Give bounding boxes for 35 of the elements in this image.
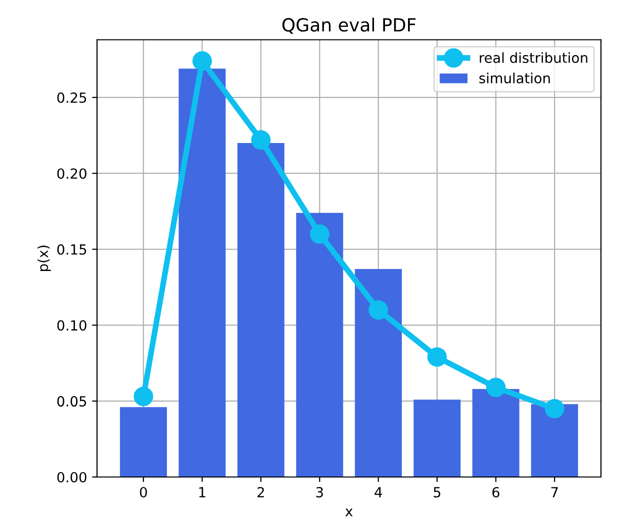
chart-title: QGan eval PDF	[282, 18, 416, 34]
y-tick-label: 0.00	[57, 472, 86, 482]
x-tick-label: 3	[316, 486, 323, 498]
x-tick-label: 0	[140, 486, 147, 498]
point	[427, 347, 447, 367]
point	[134, 386, 154, 406]
bar	[178, 68, 226, 477]
bar	[354, 269, 402, 477]
bar	[237, 142, 284, 477]
point	[544, 398, 564, 418]
y-tick-label: 0.05	[57, 396, 86, 407]
bar	[414, 400, 461, 477]
x-tick-label: 1	[199, 487, 206, 498]
point	[192, 51, 212, 71]
point	[251, 130, 271, 150]
x-tick-label: 6	[492, 486, 500, 498]
x-tick-label: 5	[434, 487, 440, 498]
legend-label: simulation	[479, 72, 550, 84]
bar	[531, 404, 578, 477]
bar	[120, 407, 167, 477]
y-tick-label: 0.20	[57, 168, 86, 179]
point	[310, 224, 330, 244]
bar	[472, 388, 520, 477]
x-tick-label: 4	[374, 487, 382, 498]
y-tick-label: 0.25	[57, 92, 86, 103]
y-tick-label: 0.10	[57, 320, 86, 331]
x-axis-title: x	[345, 508, 353, 516]
x-tick-label: 7	[551, 487, 558, 498]
point	[486, 378, 506, 398]
y-axis-title: p(x)	[37, 246, 51, 272]
point	[368, 300, 388, 320]
bar	[296, 212, 344, 477]
y-tick-label: 0.15	[57, 244, 86, 255]
legend-label: real distribution	[480, 52, 588, 63]
x-tick-label: 2	[257, 486, 264, 498]
